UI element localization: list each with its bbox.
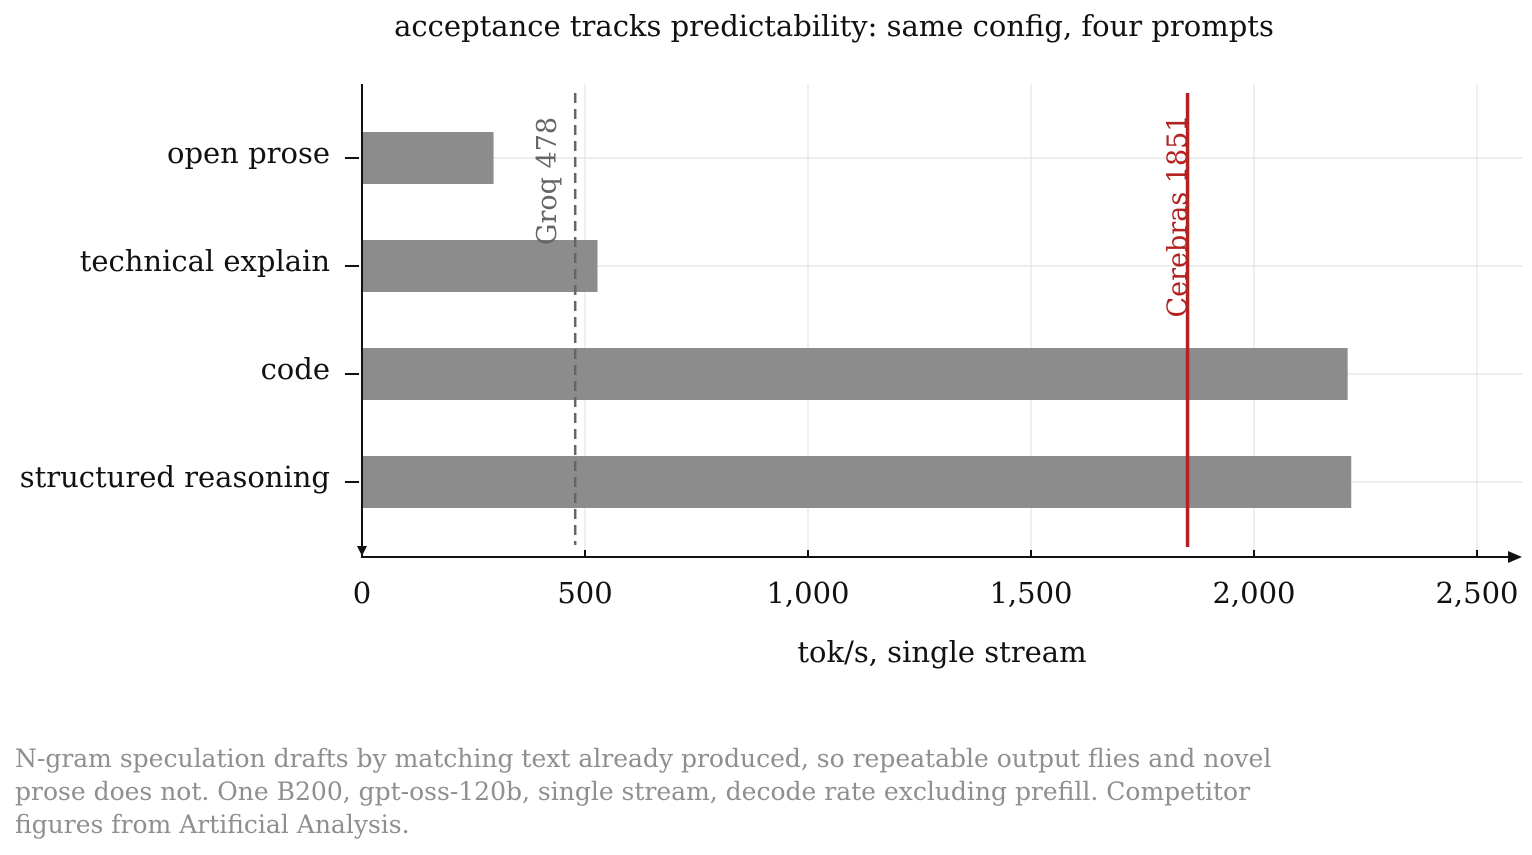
x-axis-label: tok/s, single stream bbox=[797, 635, 1086, 669]
reference-lines-layer: Groq 478 Cerebras 1851 bbox=[532, 93, 1194, 547]
bar-chart: acceptance tracks predictability: same c… bbox=[20, 9, 1522, 669]
x-tick-label-2: 1,000 bbox=[766, 576, 849, 610]
x-tick-label-5: 2,500 bbox=[1435, 576, 1518, 610]
y-tick-label-0: open prose bbox=[167, 136, 330, 170]
labels-layer: 0 500 1,000 1,500 2,000 2,500 open prose techni… bbox=[20, 136, 1519, 610]
x-tick-label-4: 2,000 bbox=[1212, 576, 1295, 610]
x-tick-label-3: 1,500 bbox=[989, 576, 1072, 610]
bar-structured-reasoning bbox=[362, 456, 1352, 508]
y-tick-label-2: code bbox=[261, 352, 330, 386]
bar-code bbox=[362, 348, 1348, 400]
x-axis-arrow bbox=[1508, 551, 1522, 563]
reference-label-groq: Groq 478 bbox=[532, 117, 563, 245]
bars-layer bbox=[362, 132, 1352, 508]
bar-technical-explain bbox=[362, 240, 598, 292]
reference-label-cerebras: Cerebras 1851 bbox=[1163, 115, 1194, 318]
x-tick-label-1: 500 bbox=[557, 576, 612, 610]
x-tick-label-0: 0 bbox=[353, 576, 371, 610]
axes-layer bbox=[345, 84, 1522, 563]
chart-title: acceptance tracks predictability: same c… bbox=[394, 9, 1274, 43]
y-tick-label-3: structured reasoning bbox=[20, 460, 330, 494]
chart-caption: N-gram speculation drafts by matching te… bbox=[15, 744, 1272, 839]
y-tick-label-1: technical explain bbox=[80, 244, 330, 278]
bar-open-prose bbox=[362, 132, 494, 184]
